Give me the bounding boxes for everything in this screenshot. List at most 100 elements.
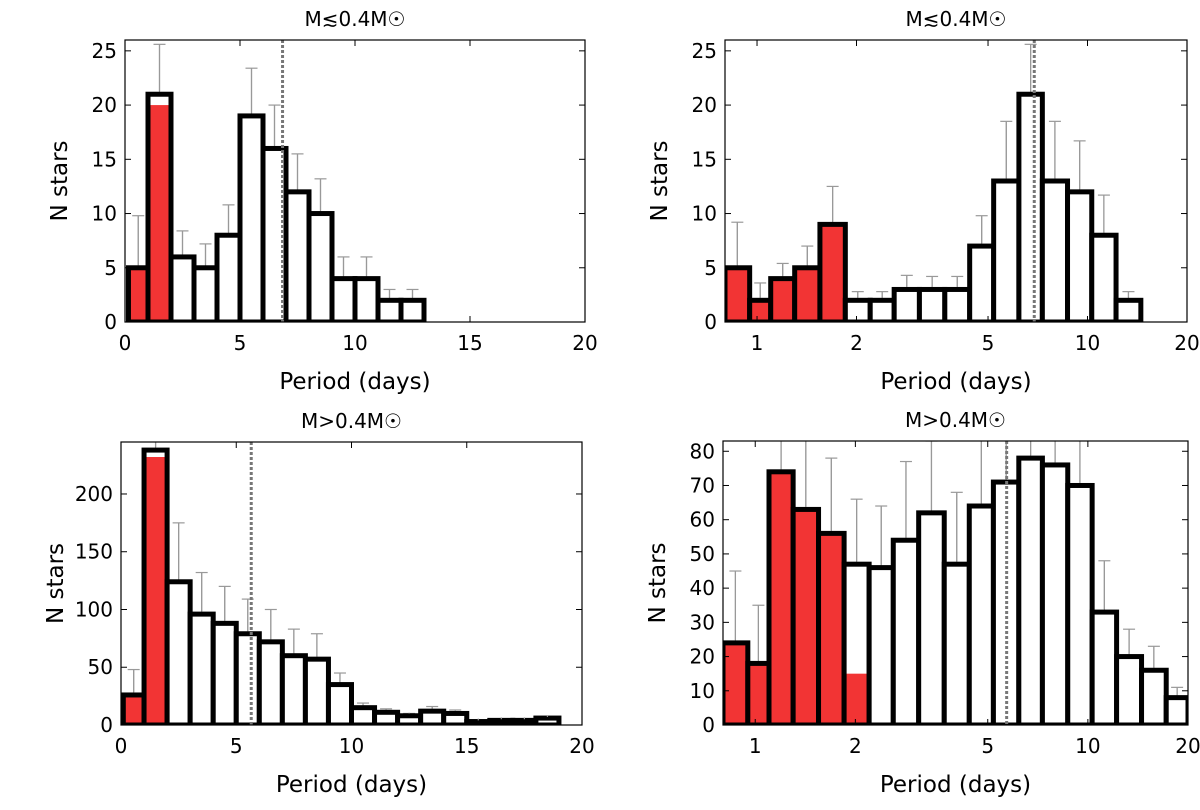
histogram-bar [1018,458,1043,725]
histogram-bar-outline [1089,232,1119,322]
y-axis-label: N stars [43,543,69,624]
x-tick-label: 2 [850,331,863,355]
histogram-bar-short-period [128,267,148,322]
plot-area [125,40,427,322]
histogram-bar [1116,656,1142,725]
y-tick-label: 70 [690,473,715,497]
chart-title: M>0.4M☉ [905,408,1006,432]
plot-area [725,40,1144,322]
y-tick-label: 25 [92,39,117,63]
x-tick-label: 10 [342,331,367,355]
y-tick-label: 20 [92,93,117,117]
histogram-bar [893,540,919,725]
y-axis-label: N stars [647,140,673,221]
histogram-bar-outline [325,682,355,725]
x-axis-label: Period (days) [880,772,1031,798]
chart-svg: 0 5 10 15 20 25 0 5 10 15 20 M≲0.4M☉ Period (days) N … [47,7,598,395]
chart-panel-high-mass-log: 0 10 20 30 40 50 60 70 80 1 2 5 10 20 M>0.4M☉ Period (d… [600,403,1200,806]
plot-area [121,442,562,725]
chart-title: M≲0.4M☉ [905,7,1006,31]
y-tick-label: 10 [92,202,117,226]
histogram-bar [1091,235,1117,322]
chart-svg: 0 50 100 150 200 0 5 10 15 20 M>0.4M☉ Period (days)… [43,409,595,798]
x-tick-label: 1 [751,331,764,355]
histogram-bar [167,581,191,725]
histogram-bar [332,278,355,322]
x-axis-label: Period (days) [880,369,1031,395]
histogram-bar-short-period [769,471,794,725]
histogram-bar [1067,485,1093,725]
histogram-bar-short-period [123,694,145,725]
x-tick-label: 10 [339,734,364,758]
y-tick-label: 60 [690,508,715,532]
x-tick-label: 20 [1175,734,1200,758]
histogram-bar-short-period [794,267,820,322]
x-tick-label: 1 [749,734,762,758]
chart-panel-low-mass-log: 0 5 10 15 20 25 1 2 5 10 20 M≲0.4M☉ Period (days) N s… [600,0,1200,403]
histogram-bar [420,711,444,725]
histogram-bar-short-period [819,224,846,322]
histogram-bar [305,659,329,725]
histogram-bar [259,641,283,725]
histogram-bar-short-period [723,642,748,725]
histogram-bar [1018,94,1043,322]
y-tick-label: 5 [104,256,117,280]
histogram-bar-outline [306,211,335,322]
histogram-bar [286,191,309,322]
histogram-bar-outline [533,715,562,725]
histogram-bar-short-period [747,663,770,725]
histogram-bar-outline [817,221,848,322]
y-tick-label: 100 [75,597,113,621]
y-axis-label: N stars [645,542,671,623]
histogram-bar [171,256,194,322]
histogram-bar [351,707,375,725]
histogram-bar [1042,464,1068,725]
axes-frame [724,39,1188,323]
chart-panel-high-mass-linear: 0 50 100 150 200 0 5 10 15 20 M>0.4M☉ Period (days)… [0,403,600,806]
x-axis-label: Period (days) [276,772,427,798]
histogram-bar [993,181,1019,322]
histogram-bar [355,278,378,322]
y-tick-label: 25 [692,39,717,63]
histogram-bar [894,289,920,322]
x-tick-label: 2 [849,734,862,758]
histogram-bar [240,115,263,322]
x-tick-label: 20 [569,734,594,758]
histogram-bar [870,300,895,322]
y-axis-label: N stars [47,140,73,221]
y-tick-label: 15 [692,147,717,171]
histogram-bar [217,235,240,322]
histogram-bar [969,246,994,322]
histogram-bar-short-period [144,457,168,725]
histogram-bar-outline [487,717,516,725]
y-tick-label: 5 [704,256,717,280]
x-tick-label: 0 [115,734,128,758]
histogram-bar [969,506,994,725]
histogram-bar-short-period [844,673,870,725]
histogram-bar [1141,670,1167,725]
x-tick-label: 15 [457,331,482,355]
histogram-bar [236,633,260,725]
x-tick-label: 5 [981,734,994,758]
x-tick-label: 20 [572,331,597,355]
histogram-bar [1092,612,1117,725]
histogram-bar [213,623,237,725]
y-tick-label: 0 [702,713,715,737]
plot-area [723,441,1188,725]
histogram-bar-short-period [725,267,750,322]
x-axis-label: Period (days) [279,369,430,395]
x-tick-label: 15 [454,734,479,758]
y-tick-label: 0 [704,310,717,334]
chart-svg: 0 10 20 30 40 50 60 70 80 1 2 5 10 20 M>0.4M☉ Period (d… [645,408,1200,798]
histogram-bar [328,684,352,725]
y-tick-label: 150 [75,540,113,564]
y-tick-label: 10 [690,679,715,703]
histogram-bar-short-period [749,300,771,322]
y-tick-label: 20 [692,93,717,117]
x-tick-label: 10 [1075,331,1100,355]
histogram-bar [194,267,217,322]
histogram-bar [1116,300,1141,322]
histogram-bar [869,567,894,725]
y-tick-label: 40 [690,576,715,600]
